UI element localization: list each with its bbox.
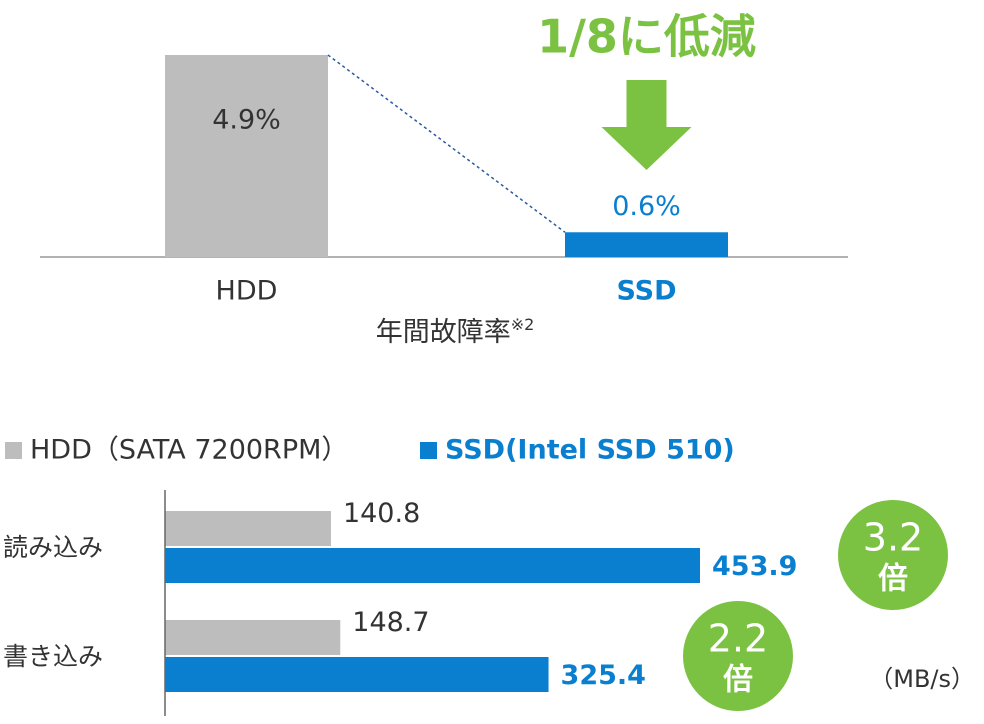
connector bbox=[327, 54, 566, 233]
bar bbox=[165, 511, 331, 546]
ratio-unit: 倍 bbox=[723, 663, 753, 698]
axis-title: 年間故障率※2 bbox=[376, 315, 535, 348]
category-label: SSD bbox=[616, 276, 676, 307]
ratio-unit: 倍 bbox=[878, 562, 908, 597]
ratio-badge bbox=[683, 601, 793, 711]
arrow bbox=[601, 80, 692, 170]
value-label: 0.6% bbox=[612, 191, 681, 222]
bar bbox=[165, 55, 328, 257]
ratio-value: 2.2 bbox=[708, 617, 768, 661]
annotation: 1/8に低減 bbox=[537, 10, 756, 64]
category-label: 書き込み bbox=[3, 642, 103, 671]
title: 年間故障率 bbox=[376, 317, 511, 348]
value-label: 148.7 bbox=[352, 607, 429, 638]
value-label: 140.8 bbox=[343, 498, 420, 529]
category-label: HDD bbox=[216, 276, 278, 307]
legend-swatch bbox=[5, 442, 22, 459]
ratio-value: 3.2 bbox=[863, 516, 923, 560]
value-label: 325.4 bbox=[561, 660, 646, 691]
legend-label: HDD（SATA 7200RPM） bbox=[30, 435, 348, 466]
bar bbox=[165, 548, 700, 583]
bar bbox=[165, 620, 341, 655]
value-label: 453.9 bbox=[712, 551, 797, 582]
legend-label: SSD(Intel SSD 510) bbox=[445, 435, 735, 466]
unit-label: （MB/s） bbox=[869, 665, 975, 693]
title-note: ※2 bbox=[511, 315, 535, 334]
legend-swatch bbox=[420, 442, 437, 459]
value-label: 4.9% bbox=[212, 105, 281, 136]
category-label: 読み込み bbox=[3, 533, 103, 562]
bar bbox=[565, 232, 728, 257]
ratio-badge bbox=[838, 500, 948, 610]
bar bbox=[165, 657, 549, 692]
